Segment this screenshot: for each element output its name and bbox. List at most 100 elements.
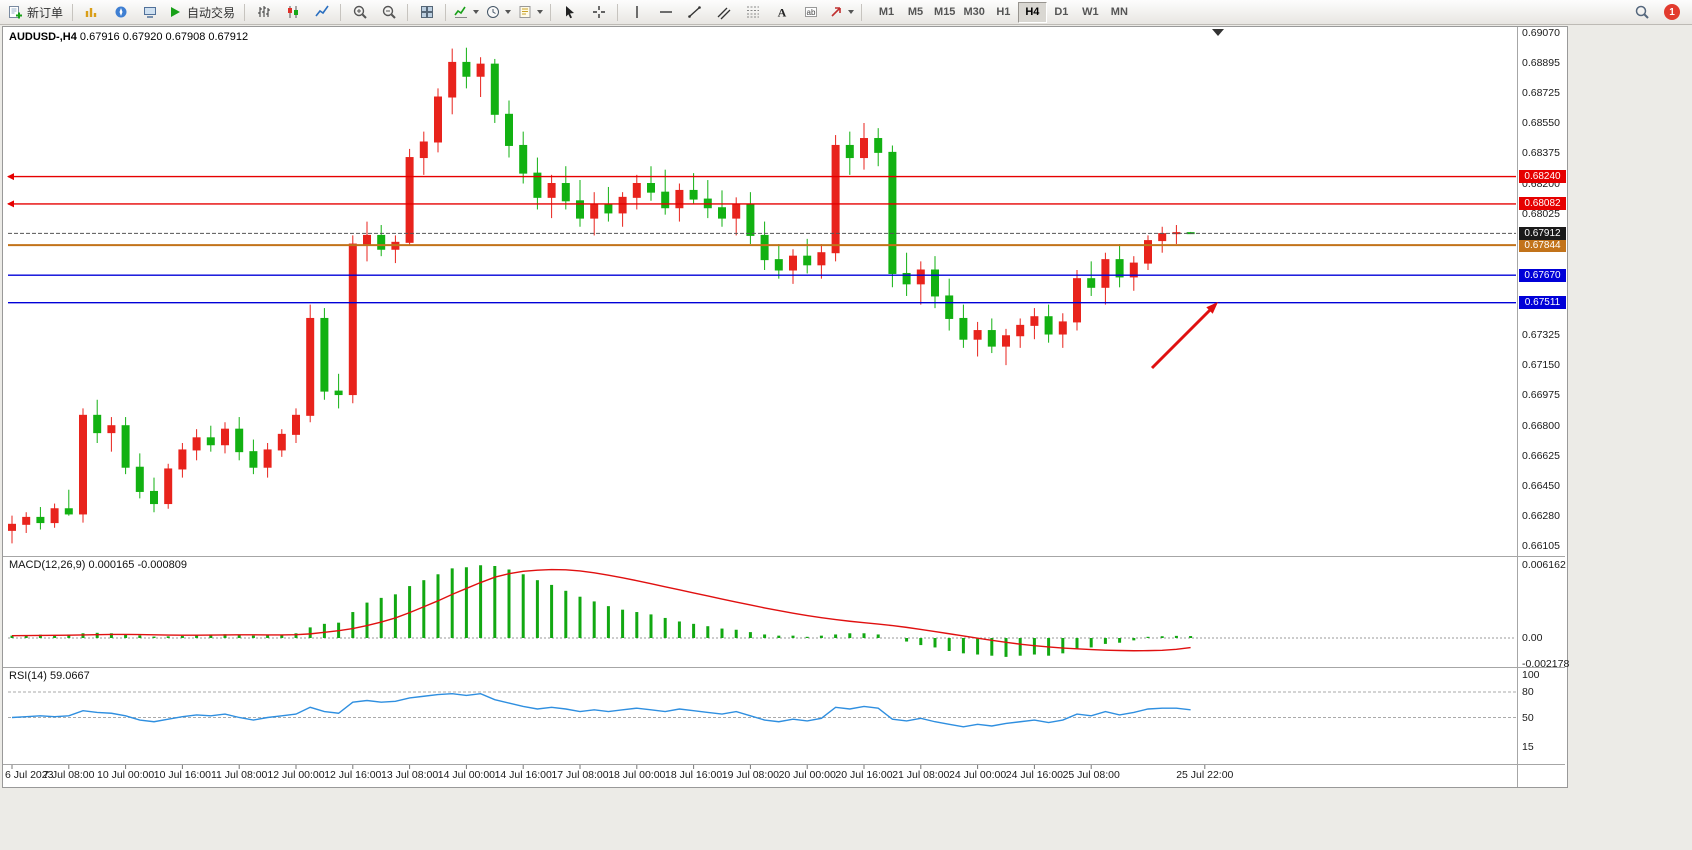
templates-button[interactable] (514, 1, 546, 24)
macd-indicator-label: MACD(12,26,9) 0.000165 -0.000809 (9, 559, 187, 571)
zoom-in-button[interactable] (345, 1, 374, 24)
horizontal-line-icon (659, 11, 672, 13)
indicators-icon (454, 6, 468, 18)
toolbar-separator (861, 3, 863, 21)
zoom-in-icon (353, 5, 367, 19)
timeframe-mn[interactable]: MN (1110, 6, 1128, 18)
price-tag-0.68240: 0.68240 (1519, 170, 1566, 184)
timeframe-w1[interactable]: W1 (1082, 6, 1099, 18)
periods-button[interactable] (482, 1, 514, 24)
time-tick-label: 25 Jul 08:00 (1062, 769, 1120, 781)
line-chart-button[interactable] (307, 1, 336, 24)
price-tick-label: 0.68025 (1522, 207, 1560, 220)
rsi-tick-label: 80 (1522, 686, 1534, 698)
price-tag-0.67844: 0.67844 (1519, 238, 1566, 252)
timeframe-h4[interactable]: H4 (1017, 1, 1047, 23)
autotrading-button-label: 自动交易 (187, 5, 236, 20)
price-tick-label: 0.66625 (1522, 449, 1560, 462)
time-tick-label: 14 Jul 16:00 (494, 769, 552, 781)
channel-button[interactable] (709, 1, 738, 24)
time-tick-label: 12 Jul 16:00 (324, 769, 382, 781)
horizontal-line-button[interactable] (651, 1, 680, 24)
rsi-tick-label: 100 (1522, 669, 1540, 681)
autotrading-button[interactable]: 自动交易 (164, 1, 240, 24)
template-icon (519, 6, 531, 18)
navigator-button[interactable] (106, 1, 135, 24)
bar-chart-button[interactable] (249, 1, 278, 24)
price-tag-0.67670: 0.67670 (1519, 268, 1566, 282)
time-tick-label: 24 Jul 00:00 (948, 769, 1007, 781)
macd-tick-label: 0.00 (1522, 632, 1543, 644)
svg-text:A: A (777, 6, 786, 20)
time-tick-label: 19 Jul 08:00 (721, 769, 779, 781)
search-icon (1635, 5, 1649, 19)
new-order-button[interactable]: 新订单 (4, 1, 68, 24)
timeframe-buttons: M1 M5 M15 M30 H1 H4 D1 W1 MN (872, 1, 1134, 23)
candlestick-chart-button[interactable] (278, 1, 307, 24)
timeframe-m5[interactable]: M5 (907, 6, 924, 18)
time-tick-label: 6 Jul 2023 (5, 769, 54, 781)
macd-tick-label: -0.002178 (1522, 657, 1570, 670)
toolbar-separator (550, 3, 552, 21)
search-button[interactable] (1627, 1, 1656, 24)
tile-windows-icon (420, 6, 433, 18)
time-tick-label: 13 Jul 08:00 (380, 769, 439, 781)
price-tick-label: 0.66450 (1522, 480, 1560, 493)
price-tag-0.67511: 0.67511 (1519, 296, 1566, 310)
toolbar-separator (244, 3, 246, 21)
time-tick-label: 24 Jul 16:00 (1005, 769, 1063, 781)
price-tick-label: 0.66975 (1522, 389, 1560, 402)
chevron-down-icon (848, 10, 855, 14)
new-order-icon (9, 6, 22, 19)
price-tick-label: 0.68725 (1522, 86, 1560, 99)
cursor-icon (565, 6, 574, 19)
zoom-out-button[interactable] (374, 1, 403, 24)
fibonacci-button[interactable] (738, 1, 767, 24)
current-price-tag: 0.67912 (1519, 226, 1566, 240)
text-button[interactable]: A (767, 1, 796, 24)
timeframe-m1[interactable]: M1 (878, 6, 895, 18)
symbol-period-label: AUDUSD-,H4 (9, 31, 77, 43)
vertical-line-icon (635, 6, 638, 18)
zoom-out-icon (382, 5, 396, 19)
time-tick-label: 25 Jul 22:00 (1176, 769, 1234, 781)
time-tick-label: 10 Jul 16:00 (153, 769, 211, 781)
vertical-line-button[interactable] (622, 1, 651, 24)
price-tick-label: 0.68550 (1522, 116, 1560, 129)
text-label-button[interactable]: ab (796, 1, 825, 24)
text-label-icon: ab (804, 7, 817, 17)
time-tick-label: 21 Jul 08:00 (892, 769, 950, 781)
time-tick-label: 14 Jul 00:00 (437, 769, 495, 781)
arrow-styles-button[interactable] (825, 1, 857, 24)
timeframe-m15[interactable]: M15 (934, 6, 956, 18)
trendline-button[interactable] (680, 1, 709, 24)
indicators-button[interactable] (450, 1, 482, 24)
toolbar-separator (72, 3, 74, 21)
price-tick-label: 0.67150 (1522, 359, 1560, 372)
navigator-icon (115, 6, 127, 18)
time-tick-label: 11 Jul 08:00 (210, 769, 268, 781)
macd-tick-label: 0.006162 (1522, 559, 1566, 572)
notification-badge[interactable]: 1 (1664, 4, 1680, 20)
chart-window[interactable] (2, 26, 1568, 788)
timeframe-d1[interactable]: D1 (1054, 6, 1069, 18)
time-tick-label: 12 Jul 00:00 (267, 769, 325, 781)
price-tick-label: 0.69070 (1522, 27, 1560, 39)
cursor-button[interactable] (555, 1, 584, 24)
price-tick-label: 0.66280 (1522, 509, 1560, 522)
time-tick-label: 20 Jul 00:00 (778, 769, 836, 781)
timeframe-m30[interactable]: M30 (963, 6, 985, 18)
price-tick-label: 0.68375 (1522, 147, 1560, 160)
crosshair-button[interactable] (584, 1, 613, 24)
time-tick-label: 10 Jul 00:00 (96, 769, 155, 781)
svg-text:ab: ab (806, 8, 815, 17)
line-chart-icon (314, 5, 329, 17)
trendline-icon (687, 6, 701, 18)
market-watch-button[interactable] (77, 1, 106, 24)
tile-windows-button[interactable] (412, 1, 441, 24)
text-icon: A (777, 6, 786, 20)
toolbar-separator (340, 3, 342, 21)
terminal-button[interactable] (135, 1, 164, 24)
timeframe-h1[interactable]: H1 (996, 6, 1011, 18)
